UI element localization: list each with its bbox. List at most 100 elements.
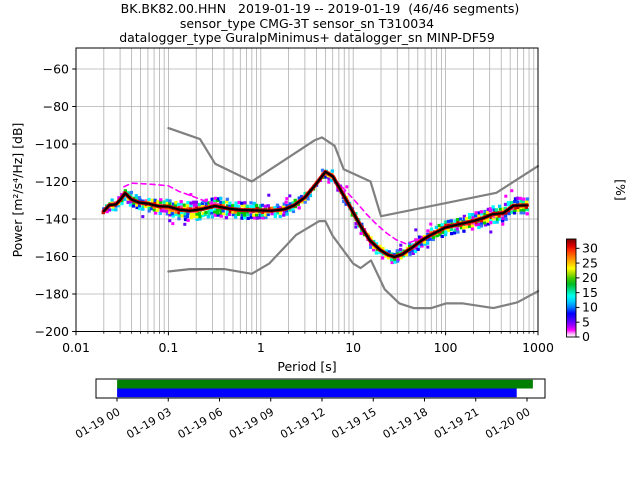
histogram-cell <box>284 200 288 204</box>
histogram-cell <box>455 227 459 231</box>
histogram-cell <box>207 209 211 213</box>
histogram-cell <box>207 212 211 216</box>
histogram-cell <box>504 217 508 221</box>
histogram-cell <box>285 204 289 208</box>
histogram-cell <box>470 224 475 228</box>
y-tick-label: −80 <box>43 99 69 114</box>
histogram-cell <box>515 196 519 200</box>
histogram-cell <box>393 257 397 261</box>
histogram-cell <box>359 231 363 235</box>
histogram-cell <box>485 210 490 214</box>
histogram-cell <box>444 223 448 227</box>
histogram-cell <box>398 247 403 252</box>
histogram-outlier-cell <box>168 219 172 223</box>
histogram-cell <box>234 212 239 216</box>
histogram-cell <box>185 214 190 219</box>
histogram-cell <box>228 212 232 216</box>
histogram-cell <box>150 200 155 205</box>
histogram-cell <box>483 223 488 227</box>
histogram-cell <box>441 230 445 234</box>
histogram-cell <box>495 217 500 221</box>
histogram-cell <box>216 213 220 217</box>
histogram-cell <box>162 200 166 204</box>
coverage-tick-label: 01-19 06 <box>176 405 225 441</box>
histogram-cell <box>513 197 518 201</box>
histogram-cell <box>216 199 220 203</box>
histogram-cell <box>231 204 235 208</box>
histogram-cell <box>152 205 156 209</box>
histogram-cell <box>213 198 217 203</box>
histogram-cell <box>483 221 487 225</box>
colorbar <box>566 239 576 337</box>
histogram-cell <box>204 198 208 202</box>
histogram-cell <box>215 208 219 213</box>
histogram-outlier-cell <box>171 222 175 226</box>
histogram-cell <box>225 212 229 216</box>
histogram-cell <box>485 217 489 221</box>
histogram-cell <box>183 217 188 222</box>
histogram-cell <box>521 200 525 204</box>
histogram-cell <box>501 219 505 223</box>
histogram-cell <box>228 210 233 214</box>
histogram-cell <box>138 198 142 202</box>
histogram-cell <box>411 248 415 252</box>
histogram-cell <box>216 197 221 201</box>
colorbar-tick-label: 10 <box>582 300 598 315</box>
histogram-cell <box>245 204 249 208</box>
histogram-cell <box>147 206 151 210</box>
histogram-cell <box>194 200 198 204</box>
histogram-cell <box>129 200 133 204</box>
histogram-cell <box>462 229 466 233</box>
histogram-cell <box>240 204 245 208</box>
histogram-cell <box>240 213 245 217</box>
coverage-tick-label: 01-19 00 <box>73 405 122 441</box>
histogram-cell <box>210 199 215 203</box>
histogram-cell <box>486 222 491 226</box>
histogram-cell <box>180 214 184 218</box>
histogram-cell <box>168 199 172 203</box>
histogram-cell <box>431 237 435 242</box>
x-tick-label: 100 <box>434 340 458 355</box>
histogram-cell <box>179 200 183 204</box>
histogram-cell <box>498 204 502 208</box>
histogram-cell <box>150 198 155 202</box>
histogram-cell <box>519 211 523 215</box>
histogram-cell <box>204 210 208 214</box>
histogram-cell <box>426 238 430 242</box>
y-tick-label: −60 <box>43 61 69 76</box>
histogram-cell <box>219 211 223 215</box>
noise-model-nhnm <box>167 127 540 218</box>
histogram-outlier-cell <box>354 225 358 229</box>
histogram-cell <box>474 223 478 227</box>
histogram-cell <box>477 214 481 218</box>
noise-model-nlnm <box>167 220 540 310</box>
histogram-cell <box>288 202 292 206</box>
histogram-cell <box>129 193 133 198</box>
histogram-cell <box>395 249 399 253</box>
colorbar-tick-label: 5 <box>582 314 590 329</box>
histogram-cell <box>144 199 149 203</box>
histogram-cell <box>213 213 217 217</box>
histogram-cell <box>281 205 285 209</box>
histogram-cell <box>134 194 138 198</box>
coverage-tick-label: 01-19 18 <box>381 405 430 441</box>
histogram-outlier-cell <box>327 180 331 184</box>
histogram-cell <box>464 217 469 221</box>
histogram-cell <box>132 201 136 205</box>
histogram-cell <box>210 211 214 215</box>
histogram-cell <box>344 202 348 206</box>
histogram-cell <box>390 252 394 256</box>
histogram-cell <box>393 260 397 264</box>
colorbar-tick-label: 0 <box>582 329 590 344</box>
histogram-cell <box>267 207 272 211</box>
histogram-cell <box>479 224 484 228</box>
histogram-cell <box>273 212 277 216</box>
histogram-cell <box>522 208 526 212</box>
histogram-cell <box>147 209 151 213</box>
histogram-cell <box>470 227 475 231</box>
histogram-cell <box>234 215 238 219</box>
histogram-cell <box>275 203 280 207</box>
histogram-cell <box>306 197 310 201</box>
histogram-cell <box>137 196 142 200</box>
histogram-cell <box>126 191 131 195</box>
